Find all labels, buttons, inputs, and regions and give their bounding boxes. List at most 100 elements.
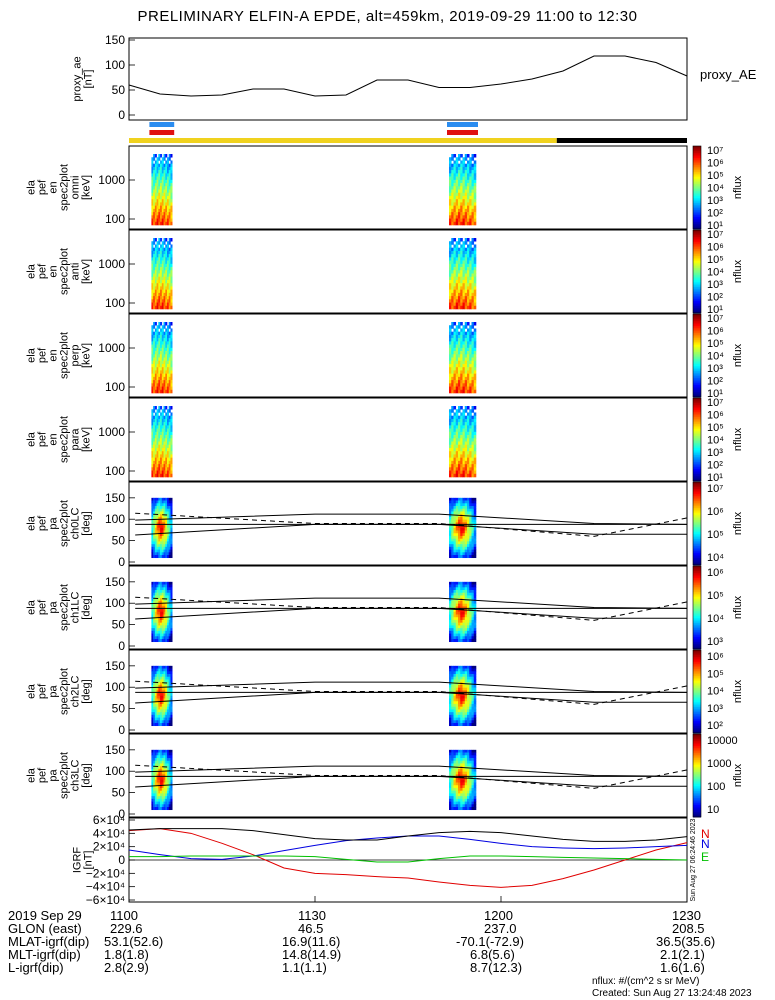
pitch-angle-panel-3-burst-pixel — [151, 771, 154, 775]
energy-spectrogram-1-burst-pixel — [458, 305, 461, 310]
energy-spectrogram-3-burst-pixel — [161, 415, 164, 420]
pitch-angle-panel-2-burst-pixel — [449, 682, 452, 686]
energy-spectrogram-2-burst-pixel — [170, 328, 173, 332]
energy-spectrogram-3-burst-pixel — [158, 473, 161, 478]
energy-spectrogram-0-cbar-tick: 10⁴ — [707, 183, 724, 195]
energy-spectrogram-2-burst-pixel — [158, 363, 161, 368]
energy-spectrogram-0-burst-pixel — [153, 157, 156, 161]
energy-spectrogram-1-burst-pixel — [161, 292, 164, 297]
energy-spectrogram-3-burst-pixel — [160, 406, 163, 410]
energy-spectrogram-1-burst-pixel — [467, 289, 470, 294]
energy-spectrogram-2-burst-pixel — [451, 344, 454, 349]
pitch-angle-panel-1-burst-pixel — [168, 622, 171, 626]
energy-spectrogram-1-burst-pixel — [161, 279, 164, 284]
energy-spectrogram-3-burst-pixel — [161, 412, 164, 416]
pitch-angle-panel-1-burst-pixel — [471, 614, 475, 618]
pitch-angle-panel-1-burst-pixel — [158, 603, 161, 607]
energy-spectrogram-1-burst-pixel — [158, 273, 161, 278]
energy-spectrogram-0-ylabel-line: omni — [70, 176, 82, 200]
pitch-angle-panel-2-burst-pixel — [168, 701, 171, 705]
energy-spectrogram-2-burst-pixel — [163, 389, 166, 394]
energy-spectrogram-0-burst-pixel — [469, 218, 472, 223]
energy-spectrogram-0-burst-pixel — [462, 192, 466, 197]
energy-spectrogram-2-burst-pixel — [462, 389, 466, 394]
pitch-angle-panel-3-burst-pixel — [168, 760, 171, 764]
pitch-angle-panel-0-burst-pixel — [161, 527, 164, 531]
pitch-angle-panel-2-burst-pixel — [453, 706, 457, 710]
pitch-angle-panel-3-burst-pixel — [153, 768, 156, 772]
energy-spectrogram-2-colorbar-segment — [693, 364, 701, 367]
energy-spectrogram-3-burst-pixel — [165, 460, 168, 465]
energy-spectrogram-2-burst-pixel — [449, 370, 452, 374]
footer-mlat-2: -70.1(-72.9) — [456, 934, 524, 949]
energy-spectrogram-0-burst-pixel — [464, 179, 468, 184]
energy-spectrogram-2-burst-pixel — [462, 347, 466, 352]
pitch-angle-panel-3-burst-pixel — [170, 749, 173, 753]
pitch-angle-panel-2-burst-pixel — [449, 671, 452, 675]
pitch-angle-panel-2-colorbar-segment — [693, 651, 701, 654]
energy-spectrogram-3-burst-pixel — [151, 441, 154, 446]
energy-spectrogram-3-burst-pixel — [460, 406, 463, 410]
pitch-angle-panel-2-burst-pixel — [453, 693, 457, 697]
energy-spectrogram-1-burst-pixel — [451, 289, 454, 294]
energy-spectrogram-1-burst-pixel — [455, 257, 459, 261]
pitch-angle-panel-0-burst-pixel — [462, 508, 466, 512]
pitch-angle-panel-2-burst-pixel — [151, 712, 154, 716]
pitch-angle-panel-3-burst-pixel — [462, 777, 466, 781]
pitch-angle-panel-3-burst-pixel — [464, 801, 468, 805]
pitch-angle-panel-3-burst-pixel — [165, 785, 168, 789]
pitch-angle-panel-3-burst-pixel — [168, 771, 171, 775]
energy-spectrogram-0-burst-pixel — [165, 179, 168, 184]
energy-spectrogram-1-colorbar-segment — [693, 254, 701, 257]
energy-spectrogram-2-burst-pixel — [458, 360, 461, 365]
energy-spectrogram-1-colorbar-segment — [693, 293, 701, 297]
pitch-angle-panel-1-burst-pixel — [460, 603, 463, 607]
pitch-angle-panel-0-burst-pixel — [458, 516, 461, 520]
energy-spectrogram-0-burst-pixel — [158, 199, 161, 203]
energy-spectrogram-0-burst-pixel — [170, 202, 173, 206]
energy-spectrogram-1-burst-pixel — [462, 305, 466, 310]
energy-spectrogram-2-burst-pixel — [471, 383, 475, 387]
energy-spectrogram-1-burst-pixel — [460, 276, 463, 281]
energy-spectrogram-3-cbar-tick: 10⁵ — [707, 422, 724, 434]
energy-spectrogram-3-ylabel-line: spec2plot — [59, 416, 71, 463]
pitch-angle-panel-2-burst-pixel — [453, 682, 457, 686]
pitch-angle-panel-1-colorbar-segment — [693, 623, 701, 626]
pitch-angle-panel-1-burst-pixel — [167, 595, 170, 599]
pitch-angle-panel-2-burst-pixel — [469, 695, 472, 699]
energy-spectrogram-1-burst-pixel — [451, 302, 454, 307]
energy-spectrogram-0-burst-pixel — [469, 212, 472, 216]
pitch-angle-panel-3-burst-pixel — [170, 758, 173, 762]
energy-spectrogram-0-burst-pixel — [469, 183, 472, 187]
pitch-angle-panel-2-burst-pixel — [453, 720, 457, 724]
pitch-angle-panel-1-burst-pixel — [151, 628, 154, 632]
energy-spectrogram-0-burst-pixel — [455, 212, 459, 216]
energy-spectrogram-2-burst-pixel — [453, 338, 457, 342]
energy-spectrogram-1-burst-pixel — [153, 267, 156, 271]
energy-spectrogram-3-burst-pixel — [451, 409, 454, 413]
energy-spectrogram-3-colorbar-segment — [693, 461, 701, 465]
pitch-angle-panel-2-burst-pixel — [154, 671, 157, 675]
energy-spectrogram-1-burst-pixel — [471, 273, 475, 278]
energy-spectrogram-0-burst-pixel — [449, 157, 452, 161]
pitch-angle-panel-1-burst-pixel — [168, 587, 171, 591]
pitch-angle-panel-0-burst-pixel — [451, 546, 454, 550]
energy-spectrogram-3-burst-pixel — [473, 422, 477, 426]
energy-spectrogram-0-burst-pixel — [153, 205, 156, 210]
energy-spectrogram-0-burst-pixel — [153, 192, 156, 197]
pitch-angle-panel-1-burst-pixel — [161, 600, 164, 604]
energy-spectrogram-1-burst-pixel — [453, 254, 457, 258]
pitch-angle-panel-2-burst-pixel — [451, 665, 454, 669]
energy-spectrogram-2-burst-pixel — [458, 334, 461, 339]
energy-spectrogram-2-burst-pixel — [154, 367, 157, 371]
pitch-angle-panel-2-burst-pixel — [161, 706, 164, 710]
pitch-angle-panel-2-burst-pixel — [158, 709, 161, 713]
energy-spectrogram-0-colorbar-segment — [693, 173, 701, 176]
energy-spectrogram-2-burst-pixel — [467, 373, 470, 378]
energy-spectrogram-1-burst-pixel — [156, 250, 159, 255]
pitch-angle-panel-2-burst-pixel — [154, 703, 157, 707]
energy-spectrogram-1-burst-pixel — [460, 302, 463, 307]
energy-spectrogram-0-colorbar-segment — [693, 206, 701, 209]
energy-spectrogram-0-burst-pixel — [455, 202, 459, 206]
energy-spectrogram-0-colorbar-segment — [693, 156, 701, 159]
